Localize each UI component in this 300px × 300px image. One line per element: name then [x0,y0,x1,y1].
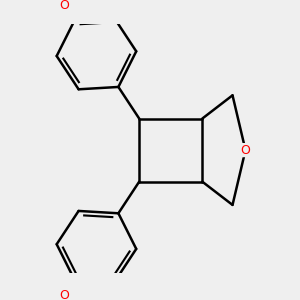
Text: O: O [60,0,69,12]
Text: O: O [241,144,250,157]
Text: O: O [60,289,69,300]
